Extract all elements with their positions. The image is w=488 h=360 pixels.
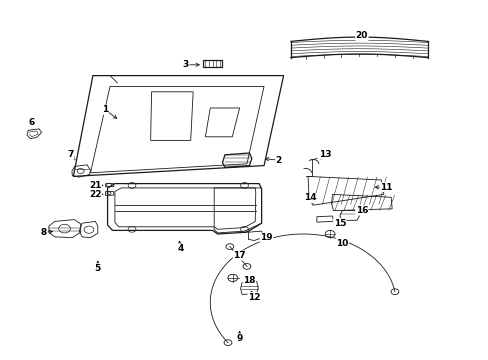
Text: 8: 8 — [41, 228, 47, 237]
Text: 16: 16 — [355, 206, 367, 215]
Text: 18: 18 — [243, 276, 255, 285]
Text: 22: 22 — [89, 190, 102, 199]
Text: 3: 3 — [183, 60, 188, 69]
Text: 6: 6 — [29, 118, 35, 127]
Text: 12: 12 — [247, 292, 260, 302]
Text: 14: 14 — [304, 194, 316, 202]
Text: 1: 1 — [102, 105, 108, 114]
Text: 21: 21 — [89, 181, 102, 190]
Text: 4: 4 — [177, 244, 184, 253]
Text: 11: 11 — [379, 183, 392, 192]
Text: 10: 10 — [335, 238, 348, 248]
Text: 20: 20 — [355, 31, 367, 40]
Text: 17: 17 — [233, 251, 245, 260]
Text: 9: 9 — [236, 334, 243, 343]
Text: 13: 13 — [318, 150, 331, 159]
Text: 19: 19 — [260, 233, 272, 242]
Text: 5: 5 — [95, 264, 101, 273]
Bar — [203, 60, 222, 67]
Text: 7: 7 — [67, 150, 74, 159]
Text: 2: 2 — [275, 156, 281, 165]
Text: 15: 15 — [333, 219, 346, 228]
